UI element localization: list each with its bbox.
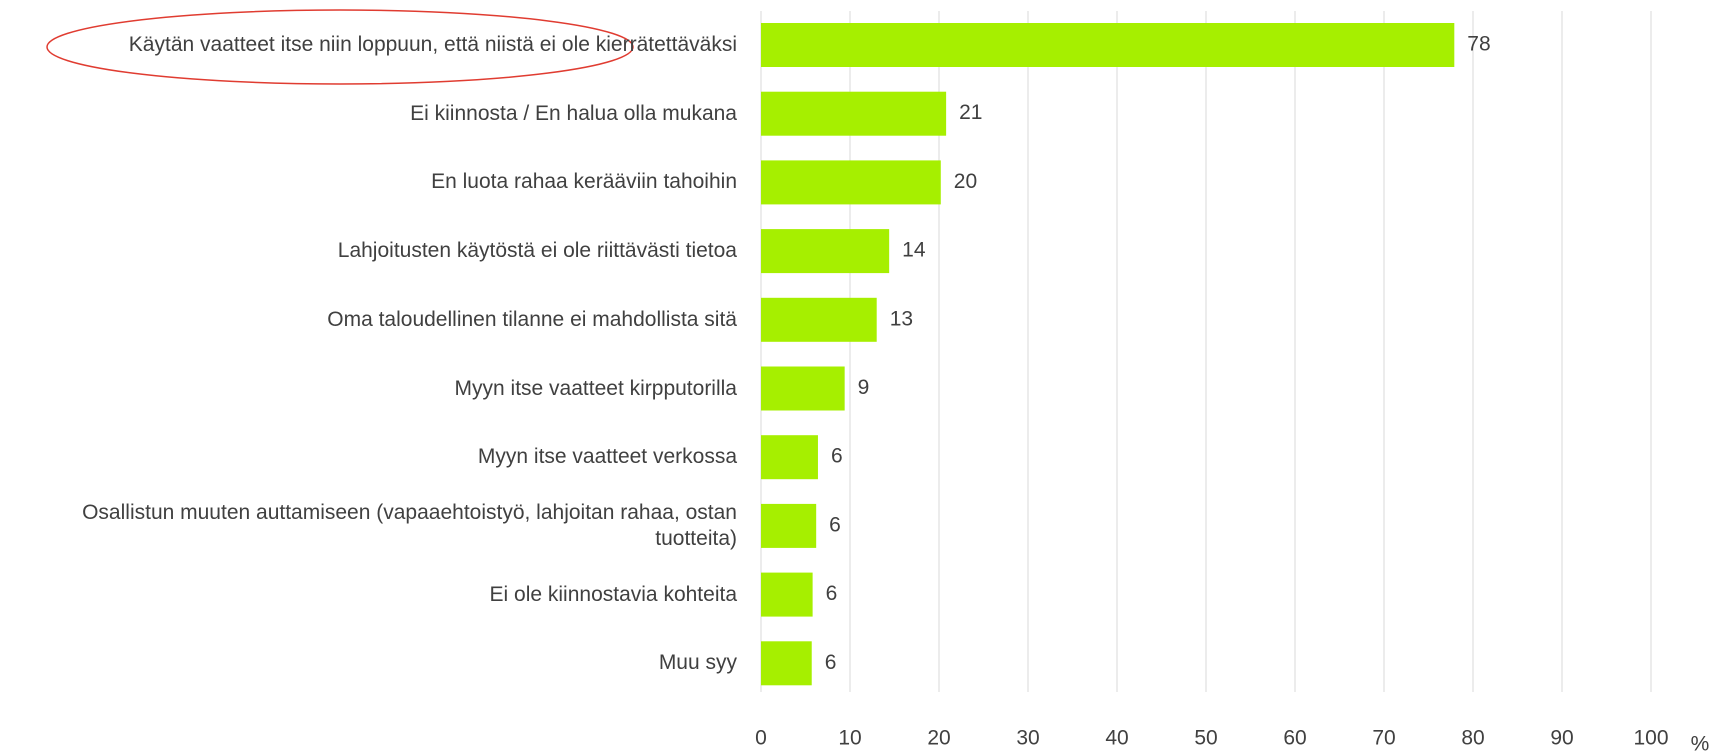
x-tick-label: 100	[1633, 727, 1668, 750]
x-axis-unit: %	[1691, 733, 1710, 752]
data-label: 14	[902, 239, 926, 262]
y-tick-label: Osallistun muuten auttamiseen (vapaaehto…	[82, 500, 737, 550]
data-label: 21	[959, 101, 982, 124]
y-tick-label: En luota rahaa kerääviin tahoihin	[431, 170, 737, 194]
bar	[761, 297, 877, 342]
data-label: 6	[825, 651, 837, 674]
y-tick-label: Myyn itse vaatteet kirpputorilla	[454, 376, 737, 400]
data-label: 6	[829, 513, 841, 536]
y-tick-label: Ei ole kiinnostavia kohteita	[489, 582, 737, 606]
x-tick-label: 70	[1372, 727, 1395, 750]
x-tick-label: 10	[838, 727, 861, 750]
y-tick-label: Oma taloudellinen tilanne ei mahdollista…	[327, 307, 737, 331]
bar	[761, 366, 845, 411]
bar	[761, 641, 812, 686]
data-label: 6	[831, 445, 843, 468]
data-label: 78	[1467, 33, 1490, 56]
x-tick-label: 80	[1461, 727, 1484, 750]
x-tick-label: 50	[1194, 727, 1217, 750]
bar	[761, 229, 890, 274]
bar	[761, 91, 947, 136]
x-tick-label: 90	[1550, 727, 1573, 750]
data-label: 6	[826, 582, 838, 605]
bar	[761, 160, 941, 205]
y-tick-label: Lahjoitusten käytöstä ei ole riittävästi…	[337, 239, 737, 263]
bar	[761, 23, 1455, 67]
bar	[761, 572, 813, 617]
x-tick-label: 40	[1105, 727, 1128, 750]
bar	[761, 503, 817, 548]
data-label: 9	[858, 376, 870, 399]
bar	[761, 435, 818, 480]
x-tick-label: 20	[927, 727, 950, 750]
y-tick-label: Myyn itse vaatteet verkossa	[477, 445, 737, 469]
data-label: 13	[890, 307, 913, 330]
x-tick-label: 60	[1283, 727, 1306, 750]
y-tick-label: Muu syy	[658, 651, 737, 675]
data-label: 20	[954, 170, 977, 193]
y-tick-label: Ei kiinnosta / En halua olla mukana	[410, 101, 737, 125]
y-tick-label: Käytän vaatteet itse niin loppuun, että …	[128, 33, 737, 56]
x-tick-label: 0	[755, 727, 767, 750]
highlight-ellipse	[46, 9, 634, 85]
x-tick-label: 30	[1016, 727, 1039, 750]
